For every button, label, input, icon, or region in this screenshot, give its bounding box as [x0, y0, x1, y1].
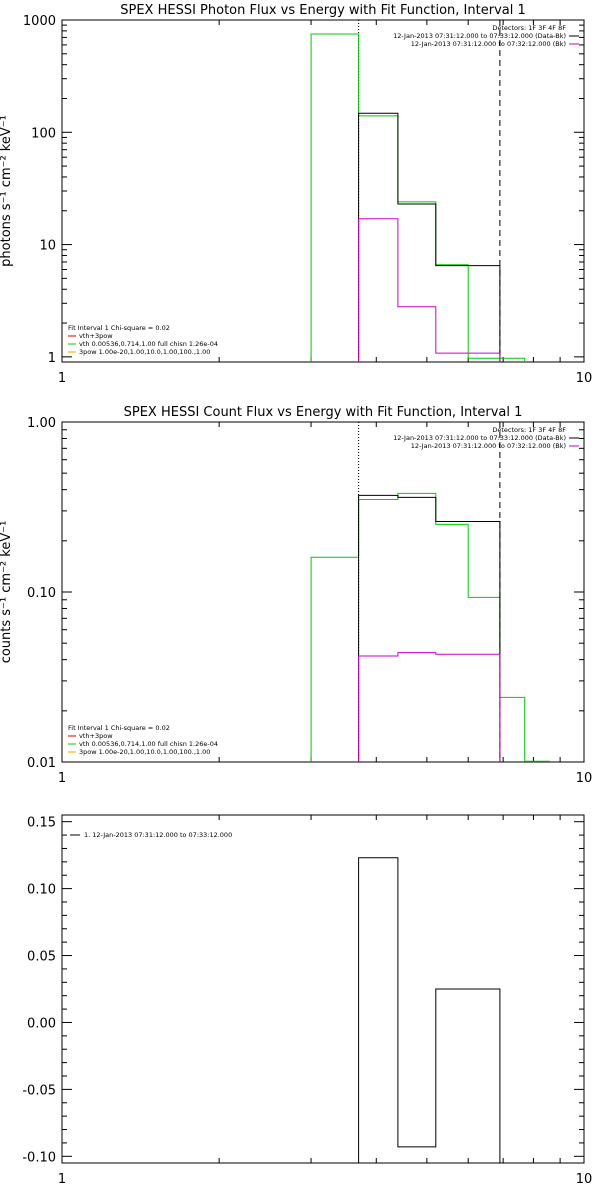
- series-1-histogram: [310, 492, 551, 762]
- plot-frame: [61, 814, 585, 1164]
- legend-top-entry: Detectors: 1F 3F 4F 8F: [492, 24, 566, 32]
- x-tick-label: 10: [576, 771, 593, 786]
- legend-top-entry: 12-Jan-2013 07:31:12.000 to 07:32:12.000…: [411, 442, 566, 450]
- legend-top-entry: 1. 12-Jan-2013 07:31:12.000 to 07:33:12.…: [84, 831, 232, 839]
- series-1-histogram: [358, 857, 501, 1163]
- series-1-histogram: [310, 33, 526, 362]
- series-2-histogram: [358, 494, 501, 762]
- legend-bottom-entry: 3pow 1.00e-20,1.00,10.0,1.00,100.,1.00: [79, 748, 210, 756]
- y-tick-label: 1: [48, 351, 56, 366]
- panel-1: SPEX HESSI Photon Flux vs Energy with Fi…: [0, 3, 592, 386]
- plot-frame: [61, 421, 585, 763]
- series-3-histogram: [358, 218, 501, 362]
- panel-2: SPEX HESSI Count Flux vs Energy with Fit…: [0, 405, 592, 786]
- legend-top-entry: 12-Jan-2013 07:31:12.000 to 07:32:12.000…: [411, 40, 566, 48]
- legend-bottom-entry: vth+3pow: [79, 732, 113, 740]
- chart-title: SPEX HESSI Photon Flux vs Energy with Fi…: [120, 3, 526, 18]
- y-tick-label: 0.10: [27, 586, 56, 601]
- x-tick-label: 1: [58, 1172, 66, 1187]
- y-tick-label: 0.15: [27, 816, 56, 831]
- y-tick-label: 10: [39, 239, 56, 254]
- chart-title: SPEX HESSI Count Flux vs Energy with Fit…: [124, 405, 523, 420]
- y-tick-label: 0.01: [27, 756, 56, 771]
- legend-bottom-entry: Fit Interval 1 Chi-square = 0.02: [68, 724, 170, 732]
- x-tick-label: 10: [576, 1172, 593, 1187]
- legend-top-entry: 12-Jan-2013 07:31:12.000 to 07:33:12.000…: [393, 32, 566, 40]
- y-tick-label: -0.05: [22, 1083, 56, 1098]
- y-axis-title: photons s⁻¹ cm⁻² keV⁻¹: [0, 115, 14, 267]
- y-tick-label: -0.10: [22, 1150, 56, 1165]
- y-tick-label: 0.05: [27, 950, 56, 965]
- legend-top-entry: 12-Jan-2013 07:31:12.000 to 07:33:12.000…: [393, 434, 566, 442]
- series-2-histogram: [358, 112, 501, 362]
- y-tick-label: 100: [31, 126, 56, 141]
- x-tick-label: 10: [576, 371, 593, 386]
- x-tick-label: 1: [58, 771, 66, 786]
- y-tick-label: 0.00: [27, 1016, 56, 1031]
- legend-bottom-entry: vth 0.00536,0.714,1.00 full chisn 1.26e-…: [79, 340, 218, 348]
- legend-bottom-entry: Fit Interval 1 Chi-square = 0.02: [68, 324, 170, 332]
- legend-bottom-entry: 3pow 1.00e-20,1.00,10.0,1.00,100.,1.00: [79, 348, 210, 356]
- y-tick-label: 0.10: [27, 883, 56, 898]
- x-tick-label: 1: [58, 371, 66, 386]
- legend-top-entry: Detectors: 1F 3F 4F 8F: [492, 426, 566, 434]
- panel-3: 1 10 -0.10 -0.05 0.00 0.05 0.10 0.15 1. 12-Jan-2…: [22, 814, 593, 1187]
- series-3-histogram: [358, 652, 501, 762]
- y-axis-title: counts s⁻¹ cm⁻² keV⁻¹: [0, 521, 14, 664]
- y-tick-label: 1000: [23, 14, 56, 29]
- legend-bottom-entry: vth+3pow: [79, 332, 113, 340]
- plot-frame: [61, 19, 585, 363]
- legend-bottom-entry: vth 0.00536,0.714,1.00 full chisn 1.26e-…: [79, 740, 218, 748]
- y-tick-label: 1.00: [27, 416, 56, 431]
